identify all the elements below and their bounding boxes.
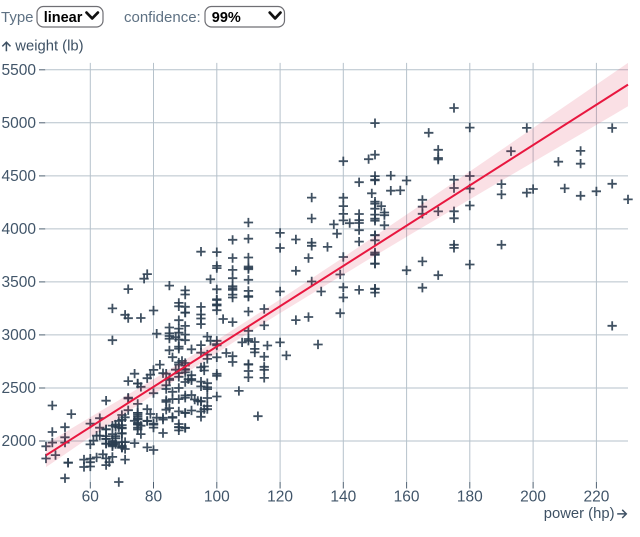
svg-text:160: 160	[394, 489, 420, 506]
svg-text:80: 80	[145, 489, 163, 506]
svg-text:100: 100	[204, 489, 230, 506]
svg-text:5500: 5500	[2, 62, 37, 79]
svg-text:180: 180	[457, 489, 483, 506]
svg-text:200: 200	[520, 489, 546, 506]
svg-text:120: 120	[267, 489, 293, 506]
svg-text:power (hp): power (hp)	[544, 506, 615, 522]
svg-text:2000: 2000	[2, 433, 37, 450]
svg-text:3000: 3000	[2, 327, 37, 344]
svg-text:weight (lb): weight (lb)	[14, 38, 83, 54]
svg-text:4000: 4000	[2, 221, 37, 238]
svg-text:confidence:: confidence:	[124, 9, 201, 26]
svg-text:linear: linear	[44, 10, 83, 26]
svg-text:4500: 4500	[2, 168, 37, 185]
svg-text:3500: 3500	[2, 274, 37, 291]
svg-text:140: 140	[330, 489, 356, 506]
svg-text:Type: Type	[1, 9, 34, 26]
svg-text:99%: 99%	[212, 10, 241, 26]
svg-text:2500: 2500	[2, 380, 37, 397]
svg-text:220: 220	[583, 489, 609, 506]
svg-text:5000: 5000	[2, 115, 37, 132]
svg-text:60: 60	[82, 489, 100, 506]
